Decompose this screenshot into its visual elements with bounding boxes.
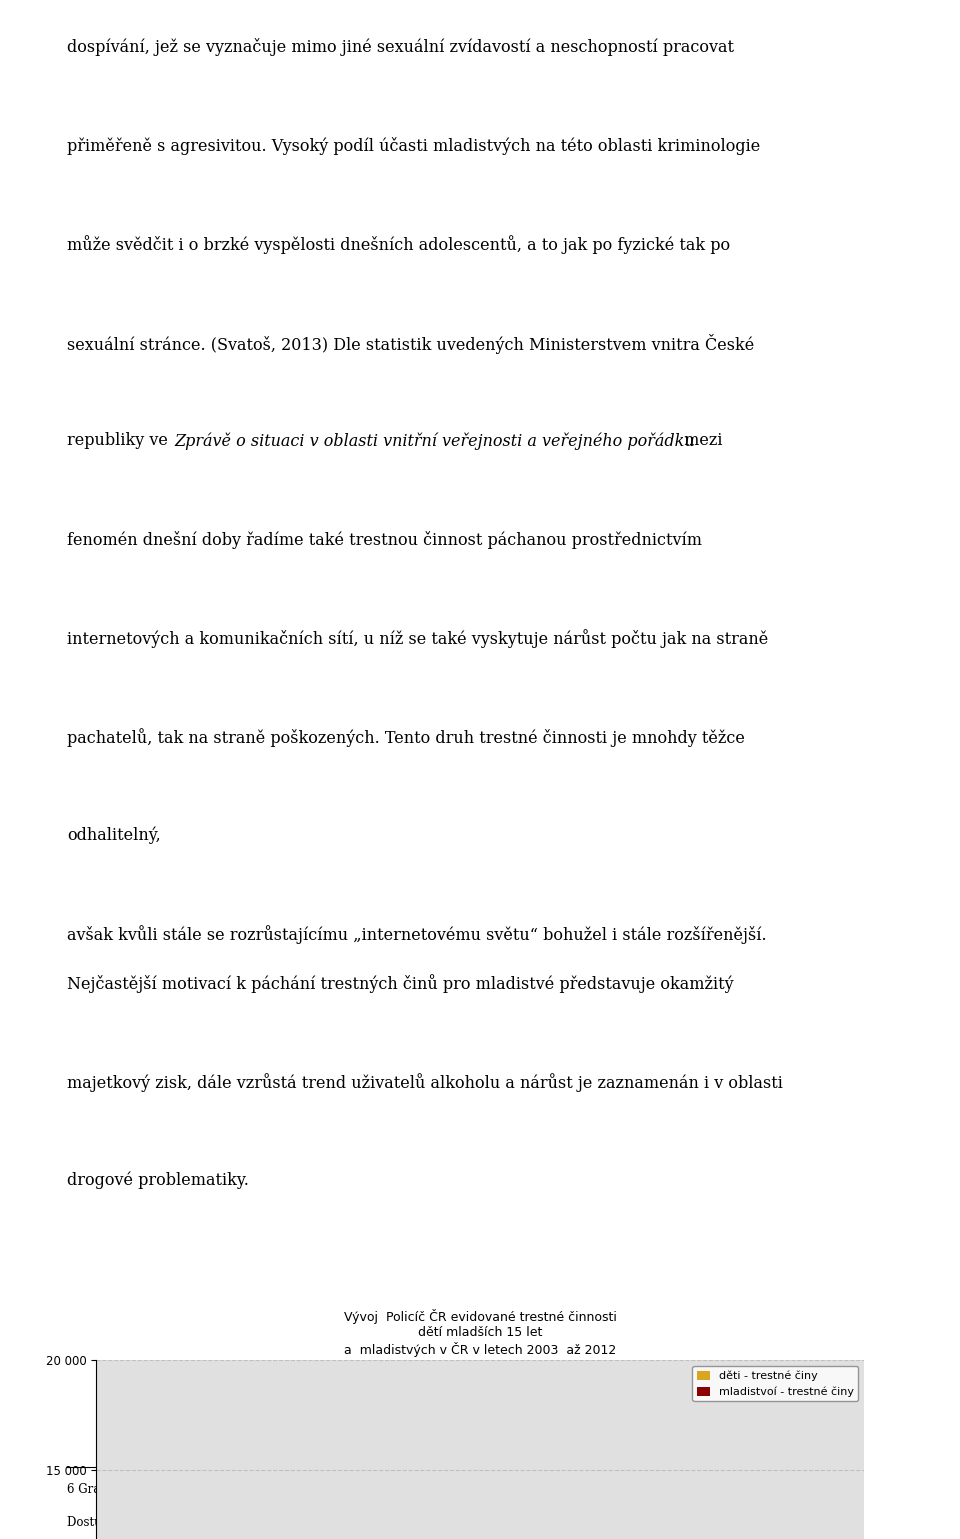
Title: Vývoj  Policíč ČR evidované trestné činnosti
dětí mladších 15 let
a  mladistvých: Vývoj Policíč ČR evidované trestné činno… <box>344 1310 616 1356</box>
Text: drogové problematiky.: drogové problematiky. <box>67 1171 249 1188</box>
Text: [cit. 25. 11. 2013].: [cit. 25. 11. 2013]. <box>507 1516 620 1528</box>
Text: odhalitelný,: odhalitelný, <box>67 826 161 843</box>
Text: 6 Graf 1 znázorňuje vývoj evidované trestné činnosti dětí do 15 let v letech 200: 6 Graf 1 znázorňuje vývoj evidované tres… <box>67 1482 591 1496</box>
Text: Zprávě o situaci v oblasti vnitřní veřejnosti a veřejného pořádku: Zprávě o situaci v oblasti vnitřní veřej… <box>175 432 695 449</box>
Text: dospívání, jež se vyznačuje mimo jiné sexuální zvídavostí a neschopností pracova: dospívání, jež se vyznačuje mimo jiné se… <box>67 38 734 57</box>
Text: může svědčit i o brzké vyspělosti dnešních adolescentů, a to jak po fyzické tak : může svědčit i o brzké vyspělosti dnešní… <box>67 235 731 254</box>
Text: pachatelů, tak na straně poškozených. Tento druh trestné činnosti je mnohdy těžc: pachatelů, tak na straně poškozených. Te… <box>67 728 745 746</box>
Text: Nejčastější motivací k páchání trestných činů pro mladistvé představuje okamžitý: Nejčastější motivací k páchání trestných… <box>67 974 733 993</box>
Text: 15: 15 <box>470 1519 490 1533</box>
Text: přiměřeně s agresivitou. Vysoký podíl účasti mladistvých na této oblasti krimino: přiměřeně s agresivitou. Vysoký podíl úč… <box>67 137 760 155</box>
Text: internetových a komunikačních sítí, u níž se také vyskytuje nárůst počtu jak na : internetových a komunikačních sítí, u ní… <box>67 629 768 648</box>
Text: republiky ve: republiky ve <box>67 432 173 449</box>
Text: mezi: mezi <box>679 432 722 449</box>
Text: http://www.mvcr.cz/clanek/statistiky-kriminality-dokumenty.aspx/: http://www.mvcr.cz/clanek/statistiky-kri… <box>147 1516 535 1528</box>
Text: avšak kvůli stále se rozrůstajícímu „internetovému světu“ bohužel i stále rozšíř: avšak kvůli stále se rozrůstajícímu „int… <box>67 925 767 943</box>
Text: Dostupné z:: Dostupné z: <box>67 1516 141 1530</box>
Text: sexuální stránce. (Svatoš, 2013) Dle statistik uvedených Ministerstvem vnitra Če: sexuální stránce. (Svatoš, 2013) Dle sta… <box>67 334 755 354</box>
Legend: děti - trestné činy, mladistvoí - trestné činy: děti - trestné činy, mladistvoí - trestn… <box>692 1367 858 1402</box>
Text: majetkový zisk, dále vzrůstá trend uživatelů alkoholu a nárůst je zaznamenán i v: majetkový zisk, dále vzrůstá trend uživa… <box>67 1073 783 1091</box>
Text: fenomén dnešní doby řadíme také trestnou činnost páchanou prostřednictvím: fenomén dnešní doby řadíme také trestnou… <box>67 531 702 549</box>
